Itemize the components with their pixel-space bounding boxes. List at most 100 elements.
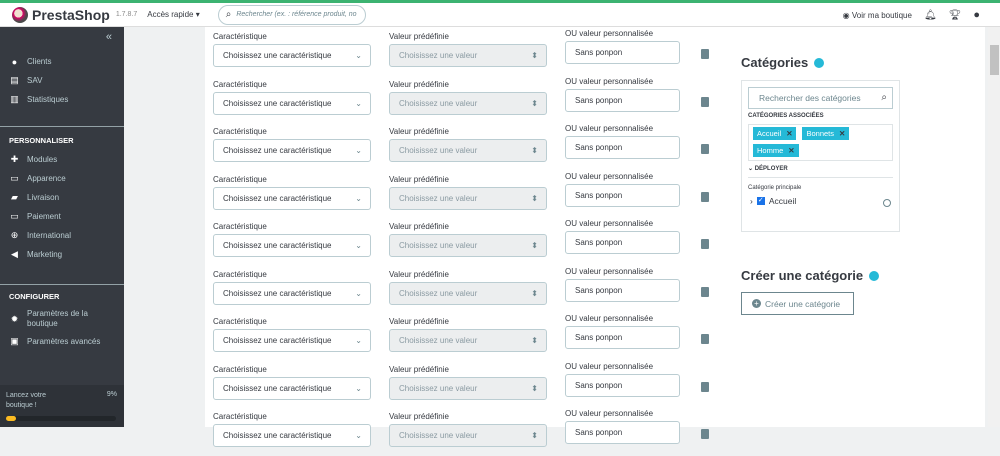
- custom-value-input[interactable]: Sans ponpon: [565, 88, 680, 112]
- value-select-value: Choisissez une valeur: [399, 98, 478, 108]
- sort-caret-icon: ⬍: [531, 431, 538, 440]
- feature-select[interactable]: Choisissez une caractéristique ⌄: [213, 424, 371, 447]
- trash-icon[interactable]: [701, 49, 709, 59]
- feature-select[interactable]: Choisissez une caractéristique ⌄: [213, 329, 371, 352]
- feature-select[interactable]: Choisissez une caractéristique ⌄: [213, 186, 371, 210]
- sort-caret-icon: ⬍: [531, 98, 538, 108]
- value-select[interactable]: Choisissez une valeur ⬍: [389, 44, 547, 67]
- feature-row: Caractéristique Choisissez une caractéri…: [213, 124, 713, 171]
- sidebar-item-marketing[interactable]: ◀ Marketing: [0, 245, 124, 264]
- value-select-value: Choisissez une valeur: [399, 431, 478, 440]
- sidebar-item-statistiques[interactable]: ▥ Statistiques: [0, 90, 124, 109]
- sidebar-item-paiement[interactable]: ▭ Paiement: [0, 207, 124, 226]
- custom-value-input[interactable]: Sans ponpon: [565, 326, 680, 349]
- info-icon[interactable]: [869, 270, 880, 281]
- brand-name: PrestaShop: [32, 6, 110, 23]
- create-category-title: Créer une catégorie: [741, 268, 880, 283]
- trash-icon[interactable]: [701, 286, 709, 297]
- trash-icon[interactable]: [701, 191, 709, 202]
- custom-value-text: Sans ponpon: [575, 143, 623, 152]
- chevron-right-icon[interactable]: ›: [750, 196, 753, 206]
- custom-value-input[interactable]: Sans ponpon: [565, 183, 680, 207]
- view-shop-link[interactable]: ◉ Voir ma boutique: [843, 11, 912, 20]
- divider: [0, 126, 124, 127]
- sidebar-item-label: Marketing: [27, 250, 63, 259]
- feature-select[interactable]: Choisissez une caractéristique ⌄: [213, 91, 371, 115]
- feature-select[interactable]: Choisissez une caractéristique ⌄: [213, 234, 371, 257]
- sidebar-item-label: Paramètres avancés: [27, 337, 101, 346]
- custom-value-input[interactable]: Sans ponpon: [565, 278, 680, 302]
- sidebar-item-label: Livraison: [27, 193, 60, 202]
- custom-value-input[interactable]: Sans ponpon: [565, 41, 680, 64]
- sidebar-item-apparence[interactable]: ▭ Apparence: [0, 169, 124, 188]
- checkbox-checked[interactable]: ✓: [756, 197, 765, 205]
- categories-panel: Catégories Rechercher des catégories ⌕ CA…: [715, 27, 985, 427]
- sidebar-item-international[interactable]: ⊕ International: [0, 226, 124, 245]
- value-select[interactable]: Choisissez une valeur ⬍: [389, 329, 547, 352]
- value-select[interactable]: Choisissez une valeur ⬍: [389, 424, 547, 447]
- puzzle-icon: ✚: [10, 154, 19, 164]
- feature-select[interactable]: Choisissez une caractéristique ⌄: [213, 139, 371, 162]
- logo[interactable]: PrestaShop: [12, 6, 110, 23]
- custom-value-input[interactable]: Sans ponpon: [565, 231, 680, 254]
- remove-tag-icon[interactable]: ✕: [788, 146, 795, 155]
- custom-value-input[interactable]: Sans ponpon: [565, 136, 680, 159]
- trash-icon[interactable]: [701, 144, 709, 154]
- remove-tag-icon[interactable]: ✕: [839, 129, 846, 138]
- chevron-down-icon: ⌄: [355, 241, 362, 250]
- sidebar-item-parametres-avances[interactable]: ▣ Paramètres avancés: [0, 332, 124, 351]
- scrollbar-thumb[interactable]: [990, 45, 999, 75]
- trash-icon[interactable]: [701, 239, 709, 249]
- expand-button[interactable]: ⌄ DÉPLOYER: [748, 166, 788, 172]
- tag-label: Bonnets: [806, 129, 835, 138]
- create-category-button[interactable]: + Créer une catégorie: [741, 292, 854, 315]
- feature-select[interactable]: Choisissez une caractéristique ⌄: [213, 376, 371, 400]
- value-label: Valeur prédéfinie: [389, 32, 449, 41]
- scrollbar[interactable]: [988, 27, 1000, 427]
- prestashop-logo-icon: [12, 6, 28, 23]
- section-configurer: CONFIGURER: [9, 292, 60, 301]
- info-icon[interactable]: [814, 57, 825, 68]
- trash-icon[interactable]: [701, 334, 709, 344]
- collapse-sidebar-icon[interactable]: «: [105, 31, 112, 43]
- search-input[interactable]: ⌕ Rechercher (ex. : référence produit, no: [217, 4, 366, 25]
- remove-tag-icon[interactable]: ✕: [786, 129, 793, 138]
- value-select[interactable]: Choisissez une valeur ⬍: [389, 281, 547, 305]
- sidebar-item-clients[interactable]: ● Clients: [0, 52, 124, 71]
- category-search-input[interactable]: Rechercher des catégories ⌕: [748, 87, 893, 109]
- custom-value-input[interactable]: Sans ponpon: [565, 373, 680, 397]
- feature-select[interactable]: Choisissez une caractéristique ⌄: [213, 44, 371, 67]
- tag-bonnets: Bonnets ✕: [802, 127, 850, 140]
- trash-icon[interactable]: [701, 96, 709, 107]
- top-header: PrestaShop 1.7.8.7 Accès rapide ▾ ⌕ Reche…: [0, 0, 1000, 27]
- sidebar-item-modules[interactable]: ✚ Modules: [0, 150, 124, 169]
- feature-select-value: Choisissez une caractéristique: [223, 336, 332, 345]
- divider: [748, 177, 893, 178]
- value-select[interactable]: Choisissez une valeur ⬍: [389, 139, 547, 162]
- main-category-radio[interactable]: [883, 199, 891, 207]
- chevron-down-icon: ⌄: [355, 51, 362, 60]
- value-select[interactable]: Choisissez une valeur ⬍: [389, 186, 547, 210]
- tag-accueil: Accueil ✕: [753, 127, 797, 140]
- trash-icon[interactable]: [701, 381, 709, 392]
- category-tree-item[interactable]: › ✓ Accueil: [750, 196, 796, 206]
- value-select[interactable]: Choisissez une valeur ⬍: [389, 234, 547, 257]
- value-select-value: Choisissez une valeur: [399, 241, 478, 250]
- sidebar-item-parametres-boutique[interactable]: ✹ Paramètres de la boutique: [0, 306, 124, 332]
- feature-select[interactable]: Choisissez une caractéristique ⌄: [213, 281, 371, 305]
- launch-shop-widget[interactable]: Lancez votre boutique ! 9%: [0, 385, 124, 427]
- value-select[interactable]: Choisissez une valeur ⬍: [389, 91, 547, 115]
- sort-caret-icon: ⬍: [531, 288, 538, 298]
- custom-value-input[interactable]: Sans ponpon: [565, 421, 680, 444]
- sidebar-item-livraison[interactable]: ▰ Livraison: [0, 188, 124, 207]
- trash-icon[interactable]: [701, 429, 709, 439]
- quick-access-dropdown[interactable]: Accès rapide ▾: [147, 10, 200, 19]
- account-icon[interactable]: ●: [973, 9, 980, 21]
- sidebar-item-sav[interactable]: ▤ SAV: [0, 71, 124, 90]
- chat-icon: ▤: [10, 75, 19, 85]
- card-icon: ▭: [10, 211, 19, 221]
- sort-caret-icon: ⬍: [531, 193, 538, 203]
- value-select[interactable]: Choisissez une valeur ⬍: [389, 376, 547, 400]
- bell-icon[interactable]: 🔔︎: [923, 9, 937, 21]
- trophy-icon[interactable]: 🏆︎: [948, 9, 962, 21]
